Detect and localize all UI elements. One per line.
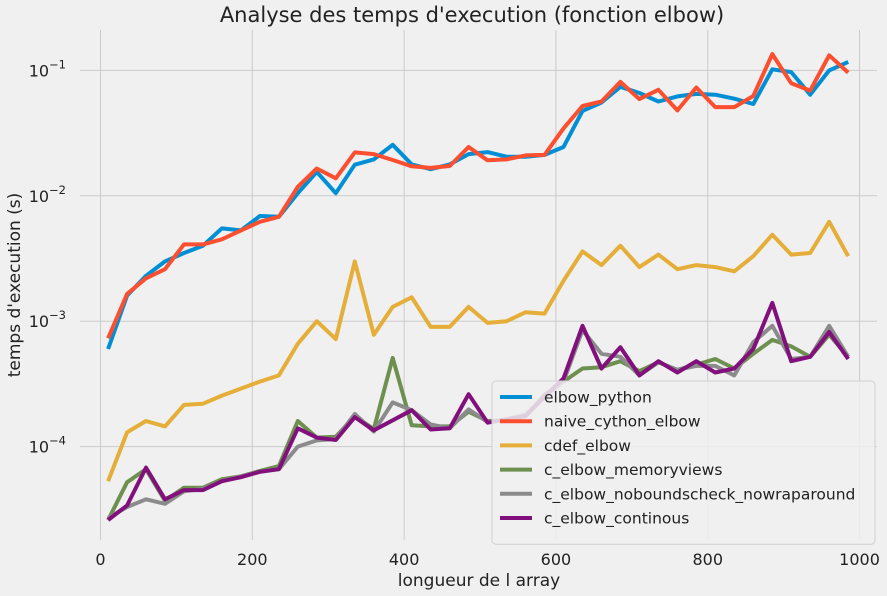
x-tick-label: 0 xyxy=(95,550,105,569)
y-tick-label: 10−4 xyxy=(29,434,66,457)
series-line-c-elbow-continous xyxy=(106,300,850,522)
x-axis-label: longueur de l array xyxy=(398,571,560,591)
y-tick-label: 10−2 xyxy=(29,183,66,206)
chart-title: Analyse des temps d'execution (fonction … xyxy=(220,3,724,27)
series-line-naive-cython-elbow xyxy=(106,52,850,340)
y-axis-label: temps d'execution (s) xyxy=(5,193,25,378)
legend-label: c_elbow_noboundscheck_nowraparound xyxy=(544,485,855,504)
legend-label: c_elbow_continous xyxy=(544,510,689,529)
series-line-cdef-elbow xyxy=(106,219,850,482)
x-tick-label: 400 xyxy=(389,550,420,569)
legend-label: cdef_elbow xyxy=(544,437,631,456)
x-tick-label: 800 xyxy=(692,550,723,569)
legend-label: elbow_python xyxy=(544,389,652,408)
series-lines xyxy=(106,52,850,522)
legend-box xyxy=(491,380,876,545)
x-tick-label: 200 xyxy=(237,550,268,569)
x-tick-label: 1000 xyxy=(839,550,880,569)
axis-ticks: 0 200 400 600 800 1000 10−4 10−3 10−2 10−1 xyxy=(29,57,880,569)
y-tick-label: 10−3 xyxy=(29,308,66,331)
legend: elbow_python naive_cython_elbow cdef_elbow… xyxy=(491,380,876,545)
legend-label: c_elbow_memoryviews xyxy=(544,461,722,480)
x-tick-label: 600 xyxy=(541,550,572,569)
legend-label: naive_cython_elbow xyxy=(544,413,701,432)
y-tick-label: 10−1 xyxy=(29,57,66,80)
